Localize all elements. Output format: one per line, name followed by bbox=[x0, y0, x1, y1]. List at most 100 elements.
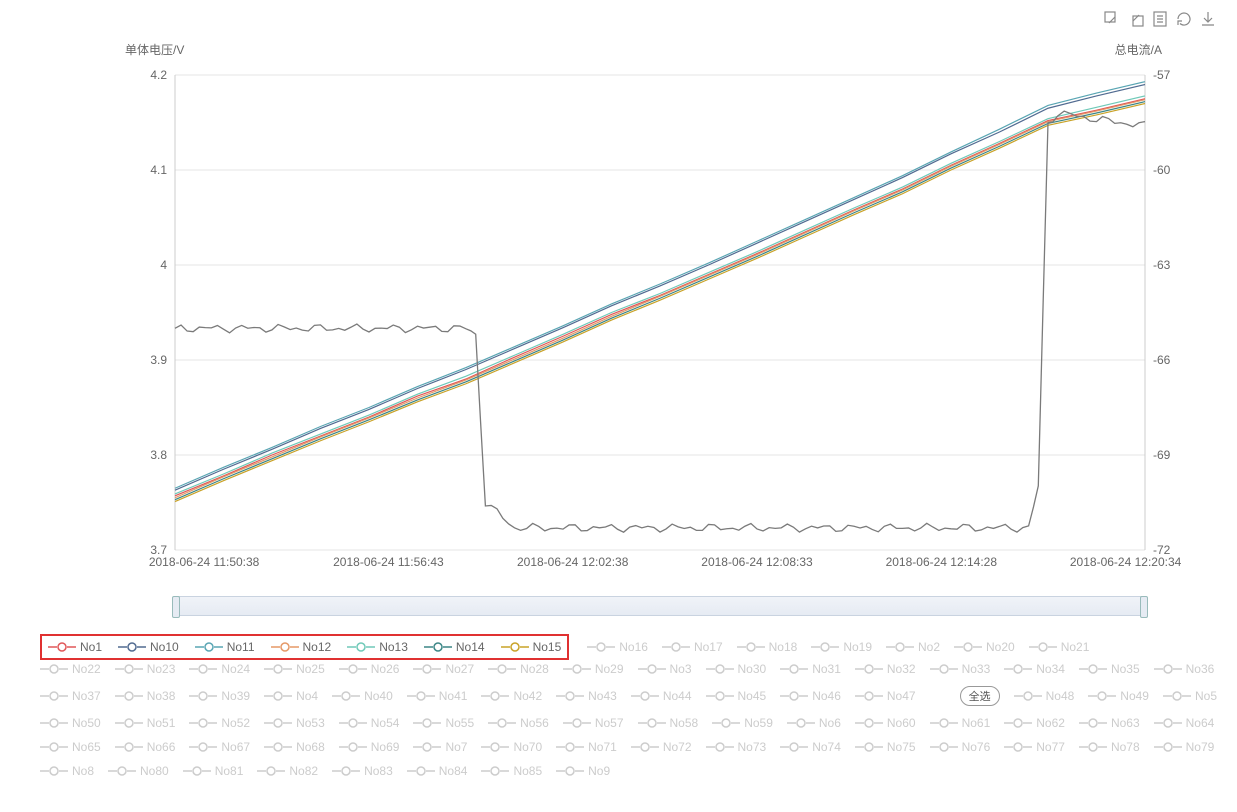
legend-item-No43[interactable]: No43 bbox=[556, 689, 617, 703]
legend-item-No11[interactable]: No11 bbox=[195, 640, 255, 654]
svg-text:-63: -63 bbox=[1153, 258, 1171, 272]
legend-item-No27[interactable]: No27 bbox=[413, 662, 474, 676]
legend-item-No67[interactable]: No67 bbox=[189, 740, 250, 754]
legend-item-No42[interactable]: No42 bbox=[481, 689, 542, 703]
legend-item-No1[interactable]: No1 bbox=[48, 640, 102, 654]
legend-item-No57[interactable]: No57 bbox=[563, 716, 624, 730]
legend-item-No6[interactable]: No6 bbox=[787, 716, 841, 730]
legend-item-No35[interactable]: No35 bbox=[1079, 662, 1140, 676]
legend-item-No52[interactable]: No52 bbox=[189, 716, 250, 730]
legend-item-No9[interactable]: No9 bbox=[556, 764, 610, 778]
select-all-button[interactable]: 全选 bbox=[960, 686, 1000, 706]
legend-item-No68[interactable]: No68 bbox=[264, 740, 325, 754]
time-brush[interactable] bbox=[175, 596, 1145, 616]
legend-item-No55[interactable]: No55 bbox=[413, 716, 474, 730]
legend-item-No77[interactable]: No77 bbox=[1004, 740, 1065, 754]
legend-item-No21[interactable]: No21 bbox=[1029, 640, 1090, 654]
legend-item-No36[interactable]: No36 bbox=[1154, 662, 1215, 676]
legend-item-No50[interactable]: No50 bbox=[40, 716, 101, 730]
legend-item-No22[interactable]: No22 bbox=[40, 662, 101, 676]
legend-item-No26[interactable]: No26 bbox=[339, 662, 400, 676]
legend-item-No79[interactable]: No79 bbox=[1154, 740, 1215, 754]
document-icon[interactable] bbox=[1151, 10, 1169, 28]
legend-item-No83[interactable]: No83 bbox=[332, 764, 393, 778]
legend-item-No81[interactable]: No81 bbox=[183, 764, 244, 778]
download-icon[interactable] bbox=[1199, 10, 1217, 28]
legend-item-No2[interactable]: No2 bbox=[886, 640, 940, 654]
legend-item-No45[interactable]: No45 bbox=[706, 689, 767, 703]
legend-item-No76[interactable]: No76 bbox=[930, 740, 991, 754]
legend-item-No7[interactable]: No7 bbox=[413, 740, 467, 754]
y-right-label: 总电流/A bbox=[1115, 41, 1162, 58]
legend-item-No16[interactable]: No16 bbox=[587, 640, 648, 654]
legend-item-No25[interactable]: No25 bbox=[264, 662, 325, 676]
legend-item-No59[interactable]: No59 bbox=[712, 716, 773, 730]
legend-row-1: No1 No10 No11 No12 No13 No14 No15 No16 No17 No18… bbox=[20, 634, 1217, 660]
brush-handle-left[interactable] bbox=[172, 596, 180, 618]
legend-item-No19[interactable]: No19 bbox=[811, 640, 872, 654]
legend-item-No46[interactable]: No46 bbox=[780, 689, 841, 703]
legend-item-No85[interactable]: No85 bbox=[481, 764, 542, 778]
legend-item-No30[interactable]: No30 bbox=[706, 662, 767, 676]
refresh-icon[interactable] bbox=[1175, 10, 1193, 28]
legend-item-No49[interactable]: No49 bbox=[1088, 689, 1149, 703]
legend-item-No47[interactable]: No47 bbox=[855, 689, 916, 703]
legend-item-No72[interactable]: No72 bbox=[631, 740, 692, 754]
legend-item-No18[interactable]: No18 bbox=[737, 640, 798, 654]
legend-item-No28[interactable]: No28 bbox=[488, 662, 549, 676]
legend-item-No48[interactable]: No48 bbox=[1014, 689, 1075, 703]
legend-item-No15[interactable]: No15 bbox=[501, 640, 562, 654]
brush-handle-right[interactable] bbox=[1140, 596, 1148, 618]
legend-item-No13[interactable]: No13 bbox=[347, 640, 408, 654]
legend-item-No38[interactable]: No38 bbox=[115, 689, 176, 703]
legend-item-No31[interactable]: No31 bbox=[780, 662, 841, 676]
legend-item-No65[interactable]: No65 bbox=[40, 740, 101, 754]
legend-item-No32[interactable]: No32 bbox=[855, 662, 916, 676]
legend-item-No37[interactable]: No37 bbox=[40, 689, 101, 703]
legend-item-No58[interactable]: No58 bbox=[638, 716, 699, 730]
legend-item-No23[interactable]: No23 bbox=[115, 662, 176, 676]
svg-text:-57: -57 bbox=[1153, 68, 1171, 82]
legend-item-No60[interactable]: No60 bbox=[855, 716, 916, 730]
legend-item-No20[interactable]: No20 bbox=[954, 640, 1015, 654]
legend-item-No40[interactable]: No40 bbox=[332, 689, 393, 703]
legend-item-No10[interactable]: No10 bbox=[118, 640, 179, 654]
legend-item-No14[interactable]: No14 bbox=[424, 640, 485, 654]
zoom-out-icon[interactable] bbox=[1127, 10, 1145, 28]
legend-item-No33[interactable]: No33 bbox=[930, 662, 991, 676]
legend-item-No34[interactable]: No34 bbox=[1004, 662, 1065, 676]
legend-item-No39[interactable]: No39 bbox=[189, 689, 250, 703]
legend-item-No63[interactable]: No63 bbox=[1079, 716, 1140, 730]
zoom-in-icon[interactable] bbox=[1103, 10, 1121, 28]
svg-text:2018-06-24 12:20:34: 2018-06-24 12:20:34 bbox=[1070, 555, 1182, 569]
legend-item-No61[interactable]: No61 bbox=[930, 716, 991, 730]
legend-item-No17[interactable]: No17 bbox=[662, 640, 723, 654]
legend-item-No75[interactable]: No75 bbox=[855, 740, 916, 754]
legend-item-No71[interactable]: No71 bbox=[556, 740, 617, 754]
legend-item-No62[interactable]: No62 bbox=[1004, 716, 1065, 730]
legend-item-No29[interactable]: No29 bbox=[563, 662, 624, 676]
legend-item-No82[interactable]: No82 bbox=[257, 764, 318, 778]
legend-item-No70[interactable]: No70 bbox=[481, 740, 542, 754]
legend-item-No8[interactable]: No8 bbox=[40, 764, 94, 778]
legend-item-No44[interactable]: No44 bbox=[631, 689, 692, 703]
legend-item-No56[interactable]: No56 bbox=[488, 716, 549, 730]
legend-item-No54[interactable]: No54 bbox=[339, 716, 400, 730]
legend-item-No78[interactable]: No78 bbox=[1079, 740, 1140, 754]
legend-item-No4[interactable]: No4 bbox=[264, 689, 318, 703]
legend-item-No41[interactable]: No41 bbox=[407, 689, 468, 703]
svg-text:3.8: 3.8 bbox=[150, 448, 167, 462]
legend-item-No5[interactable]: No5 bbox=[1163, 689, 1217, 703]
legend-item-No3[interactable]: No3 bbox=[638, 662, 692, 676]
legend-item-No74[interactable]: No74 bbox=[780, 740, 841, 754]
legend-item-No66[interactable]: No66 bbox=[115, 740, 176, 754]
legend-item-No73[interactable]: No73 bbox=[706, 740, 767, 754]
legend-item-No53[interactable]: No53 bbox=[264, 716, 325, 730]
legend-item-No84[interactable]: No84 bbox=[407, 764, 468, 778]
legend-item-No24[interactable]: No24 bbox=[189, 662, 250, 676]
legend-item-No80[interactable]: No80 bbox=[108, 764, 169, 778]
legend-item-No51[interactable]: No51 bbox=[115, 716, 176, 730]
legend-item-No69[interactable]: No69 bbox=[339, 740, 400, 754]
legend-item-No64[interactable]: No64 bbox=[1154, 716, 1215, 730]
legend-item-No12[interactable]: No12 bbox=[271, 640, 332, 654]
